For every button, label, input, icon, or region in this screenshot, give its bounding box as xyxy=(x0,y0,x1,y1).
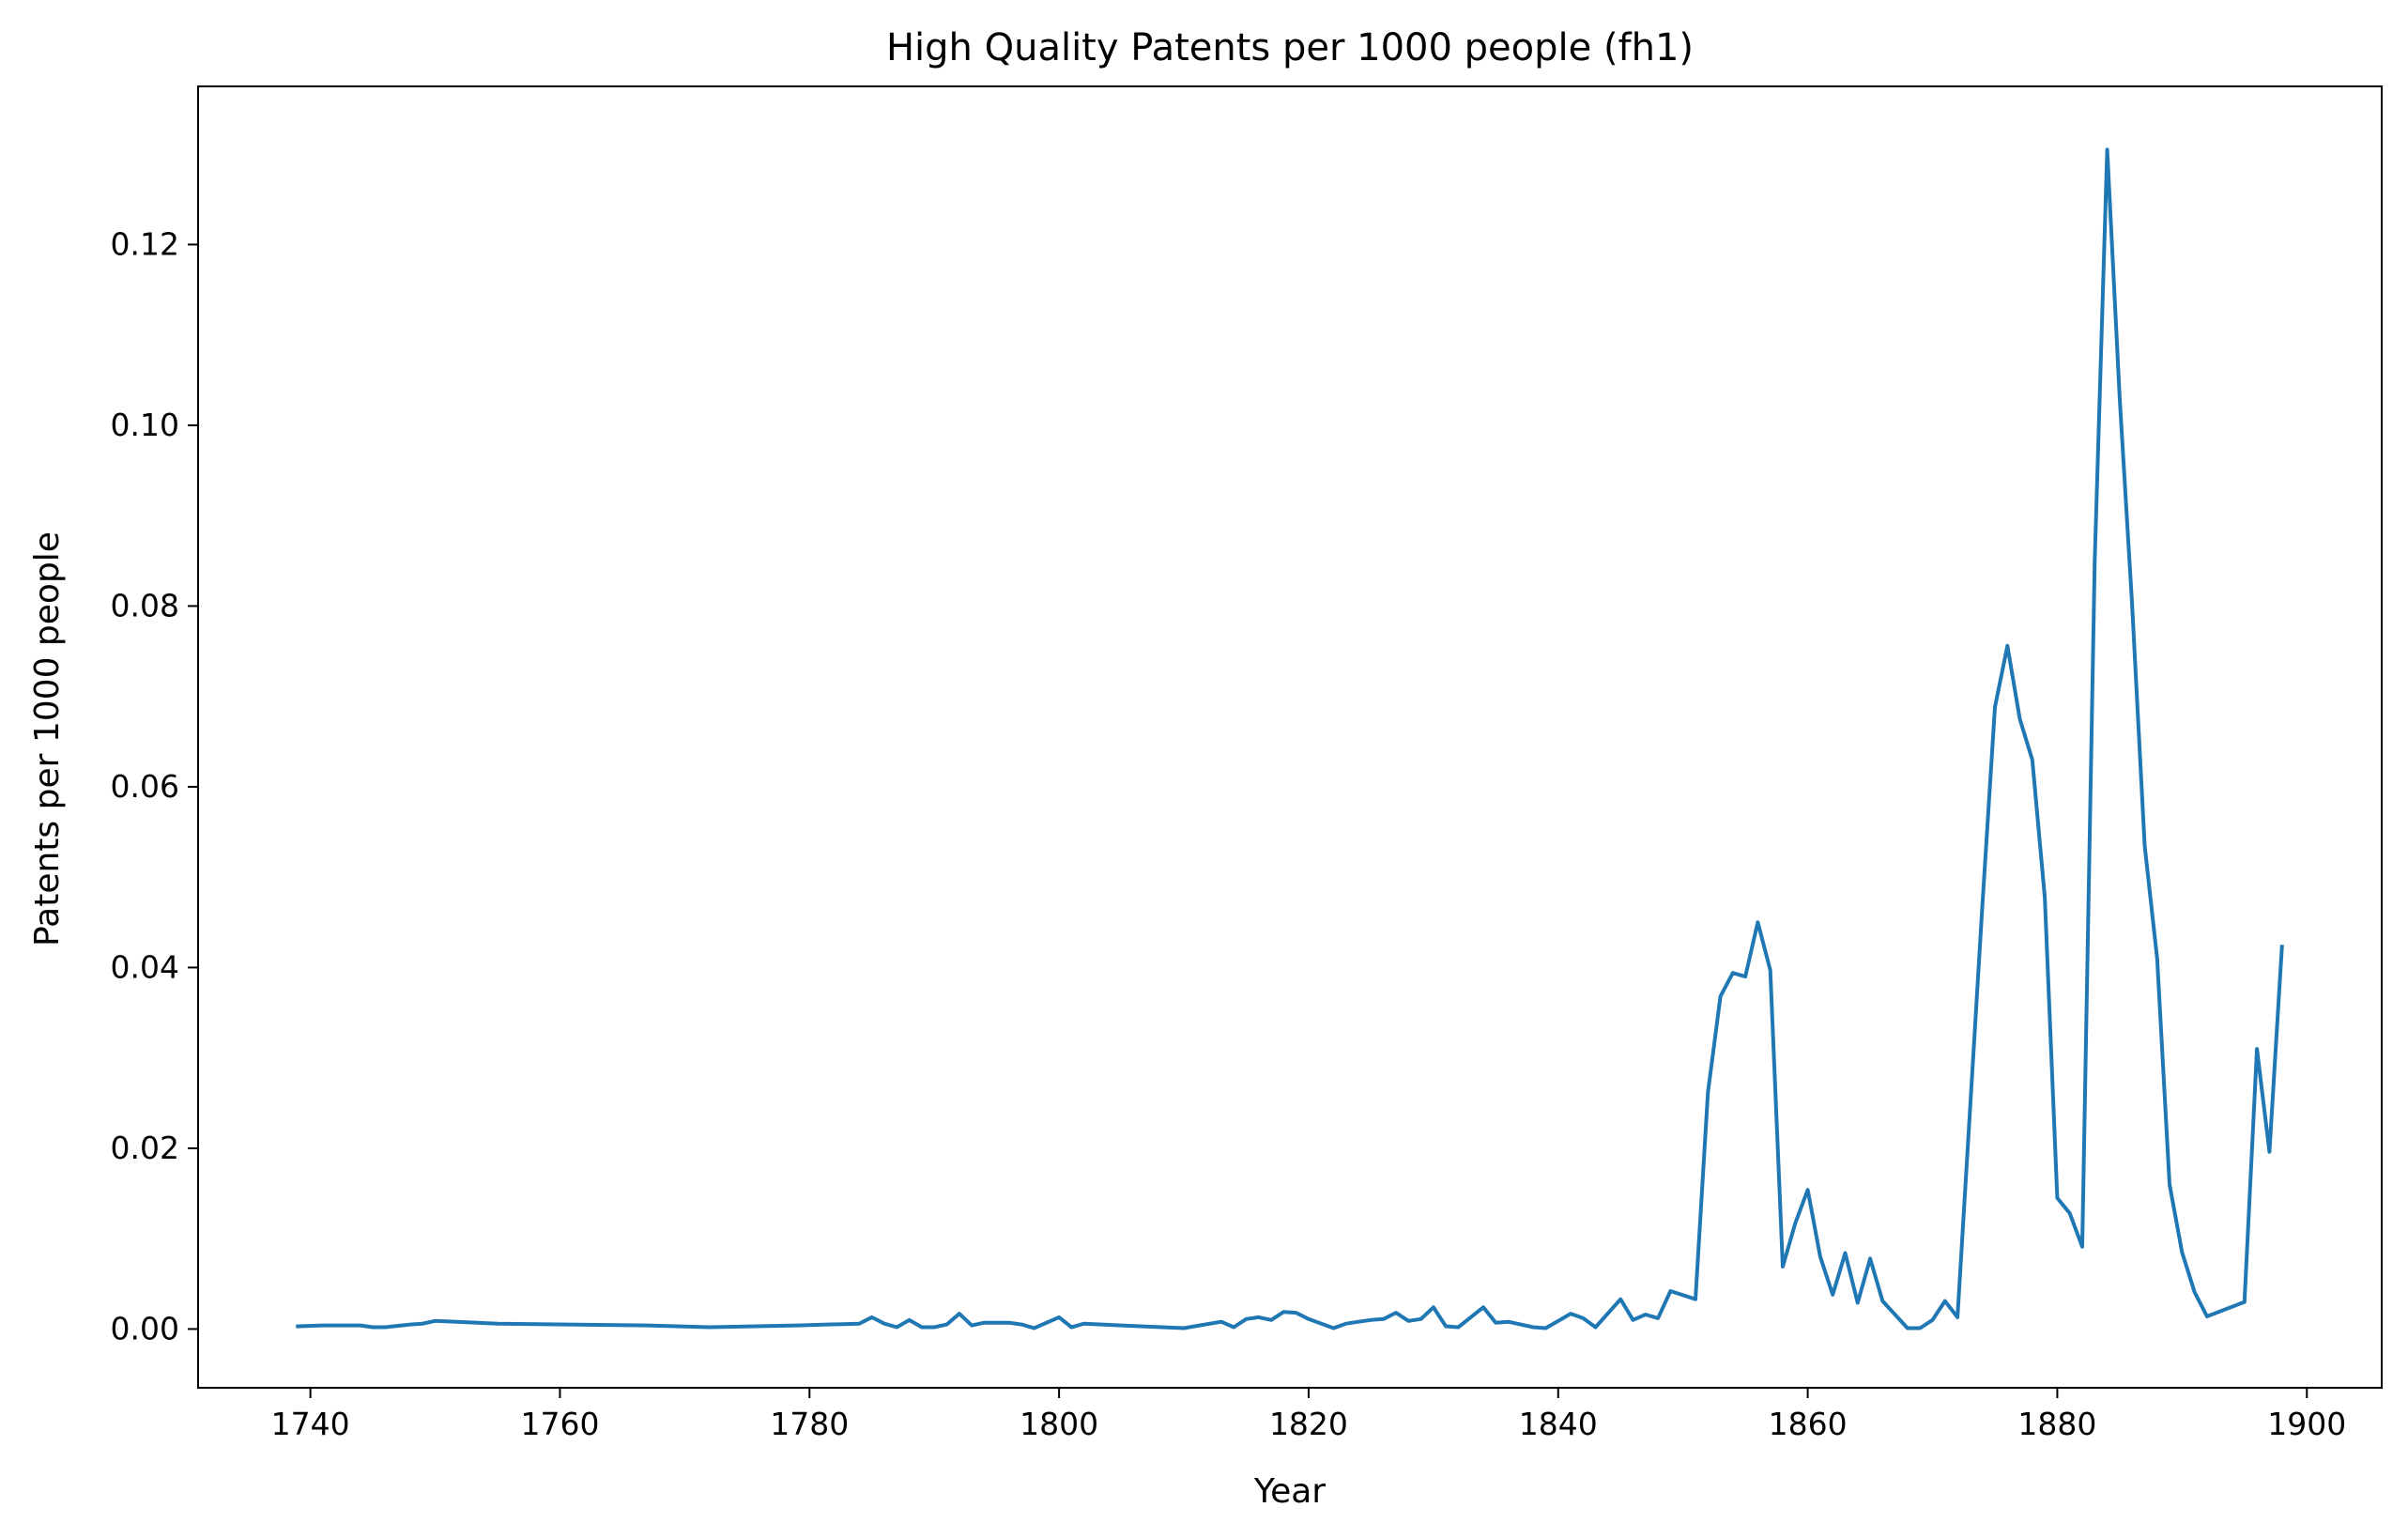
x-tick-label: 1860 xyxy=(1769,1406,1848,1442)
x-tick-label: 1900 xyxy=(2267,1406,2346,1442)
y-tick-label: 0.04 xyxy=(111,948,179,985)
y-tick-label: 0.10 xyxy=(111,407,179,443)
x-tick-label: 1800 xyxy=(1020,1406,1098,1442)
x-tick-label: 1740 xyxy=(271,1406,350,1442)
x-tick-label: 1840 xyxy=(1519,1406,1598,1442)
y-tick-label: 0.12 xyxy=(111,225,179,262)
x-tick-label: 1820 xyxy=(1269,1406,1348,1442)
chart-title: High Quality Patents per 1000 people (fh… xyxy=(886,26,1694,69)
x-axis-label: Year xyxy=(1253,1472,1326,1511)
x-tick-label: 1880 xyxy=(2017,1406,2096,1442)
y-tick-label: 0.08 xyxy=(111,587,179,623)
x-tick-label: 1780 xyxy=(770,1406,849,1442)
x-tick-label: 1760 xyxy=(520,1406,599,1442)
y-tick-label: 0.00 xyxy=(111,1310,179,1346)
y-tick-label: 0.06 xyxy=(111,768,179,805)
y-axis-label: Patents per 1000 people xyxy=(28,531,67,946)
y-tick-label: 0.02 xyxy=(111,1130,179,1166)
